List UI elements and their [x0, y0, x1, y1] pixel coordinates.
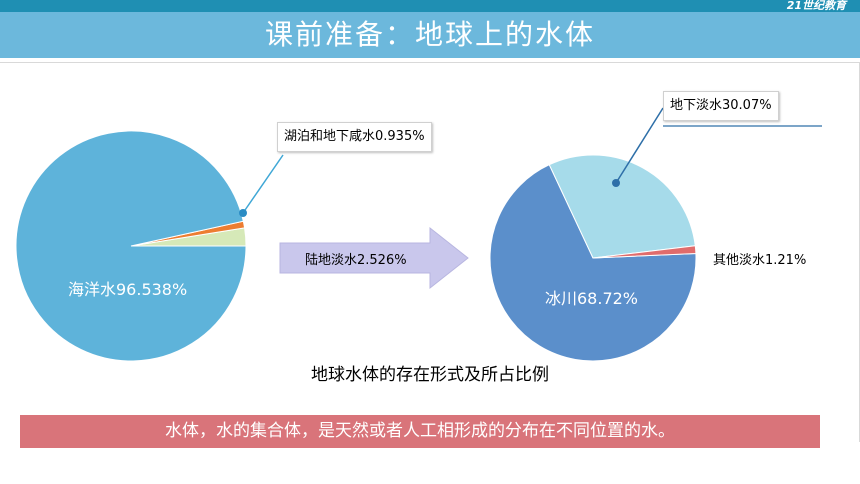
arrow-label-land-freshwater: 陆地淡水2.526% — [305, 253, 407, 268]
callout-saltwater-groundwater: 湖泊和地下咸水0.935% — [277, 122, 432, 152]
callout-leader-saltwater — [242, 154, 284, 214]
pie-slice-pie1-0 — [15, 130, 247, 362]
definition-banner: 水体，水的集合体，是天然或者人工相形成的分布在不同位置的水。 — [20, 415, 820, 448]
label-ocean-water: 海洋水96.538% — [68, 280, 188, 299]
label-other-freshwater: 其他淡水1.21% — [713, 253, 807, 268]
label-glacier: 冰川68.72% — [545, 289, 639, 308]
top-accent-bar — [0, 0, 860, 12]
transition-arrow — [279, 226, 469, 290]
title-band — [0, 12, 860, 58]
page-title: 课前准备：地球上的水体 — [264, 18, 595, 51]
brand-logo: 21世纪教育 — [786, 0, 846, 12]
callout-dot-saltwater — [239, 209, 247, 217]
content-top-divider — [0, 62, 860, 63]
callout-leader-groundwater — [615, 107, 664, 184]
ocean-pie-chart — [15, 130, 247, 362]
pie-slice-pie2-2 — [592, 245, 697, 259]
callout-underground-freshwater: 地下淡水30.07% — [663, 91, 779, 121]
callout-dot-groundwater — [612, 179, 620, 187]
pie-slice-pie2-1 — [548, 154, 696, 259]
chart-caption: 地球水体的存在形式及所占比例 — [311, 365, 549, 385]
freshwater-pie-chart — [489, 154, 697, 362]
pie-slice-pie2-0 — [489, 164, 697, 362]
